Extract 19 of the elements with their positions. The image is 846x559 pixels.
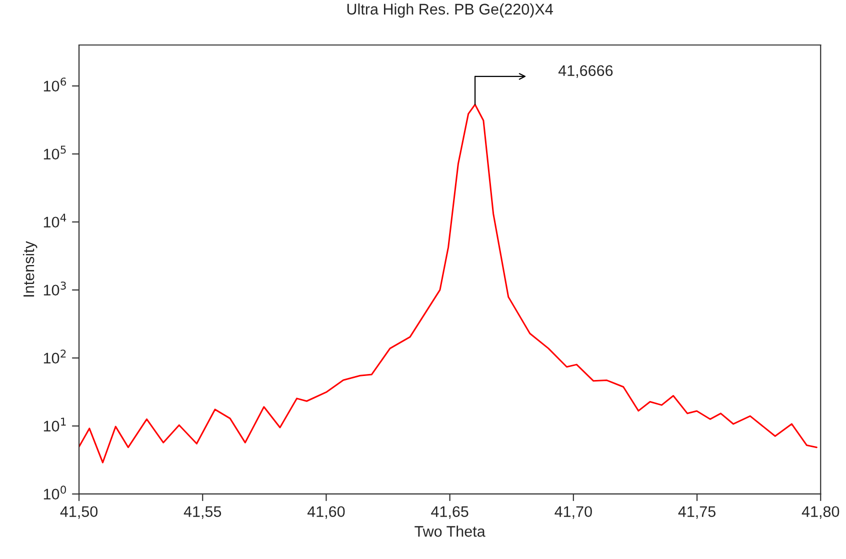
y-tick-label: 10$^{6}$ <box>44 78 66 92</box>
x-tick-label: 41,70 <box>554 506 592 519</box>
x-tick-label: 41,55 <box>184 506 222 519</box>
y-tick-label: 10$^{4}$ <box>44 214 66 228</box>
x-tick-label: 41,80 <box>802 506 840 519</box>
y-tick-label: 10$^{5}$ <box>44 146 66 160</box>
y-tick-label: 10$^{1}$ <box>44 418 66 432</box>
x-tick-label: 41,75 <box>678 506 716 519</box>
chart-title: Ultra High Res. PB Ge(220)X4 <box>347 3 553 18</box>
annotation: 41,6666 <box>558 65 613 78</box>
x-tick-label: 41,60 <box>307 506 345 519</box>
x-tick-label: 41,65 <box>431 506 468 519</box>
y-tick-label: 10$^{2}$ <box>44 350 66 364</box>
y-axis-title: Intensity <box>22 241 38 297</box>
y-tick-label: 10$^{0}$ <box>44 486 66 500</box>
x-axis-title: Two Theta <box>414 526 486 537</box>
x-tick-label: 41,50 <box>60 506 98 519</box>
y-tick-label: 10$^{3}$ <box>44 282 66 296</box>
line-series <box>79 104 818 464</box>
